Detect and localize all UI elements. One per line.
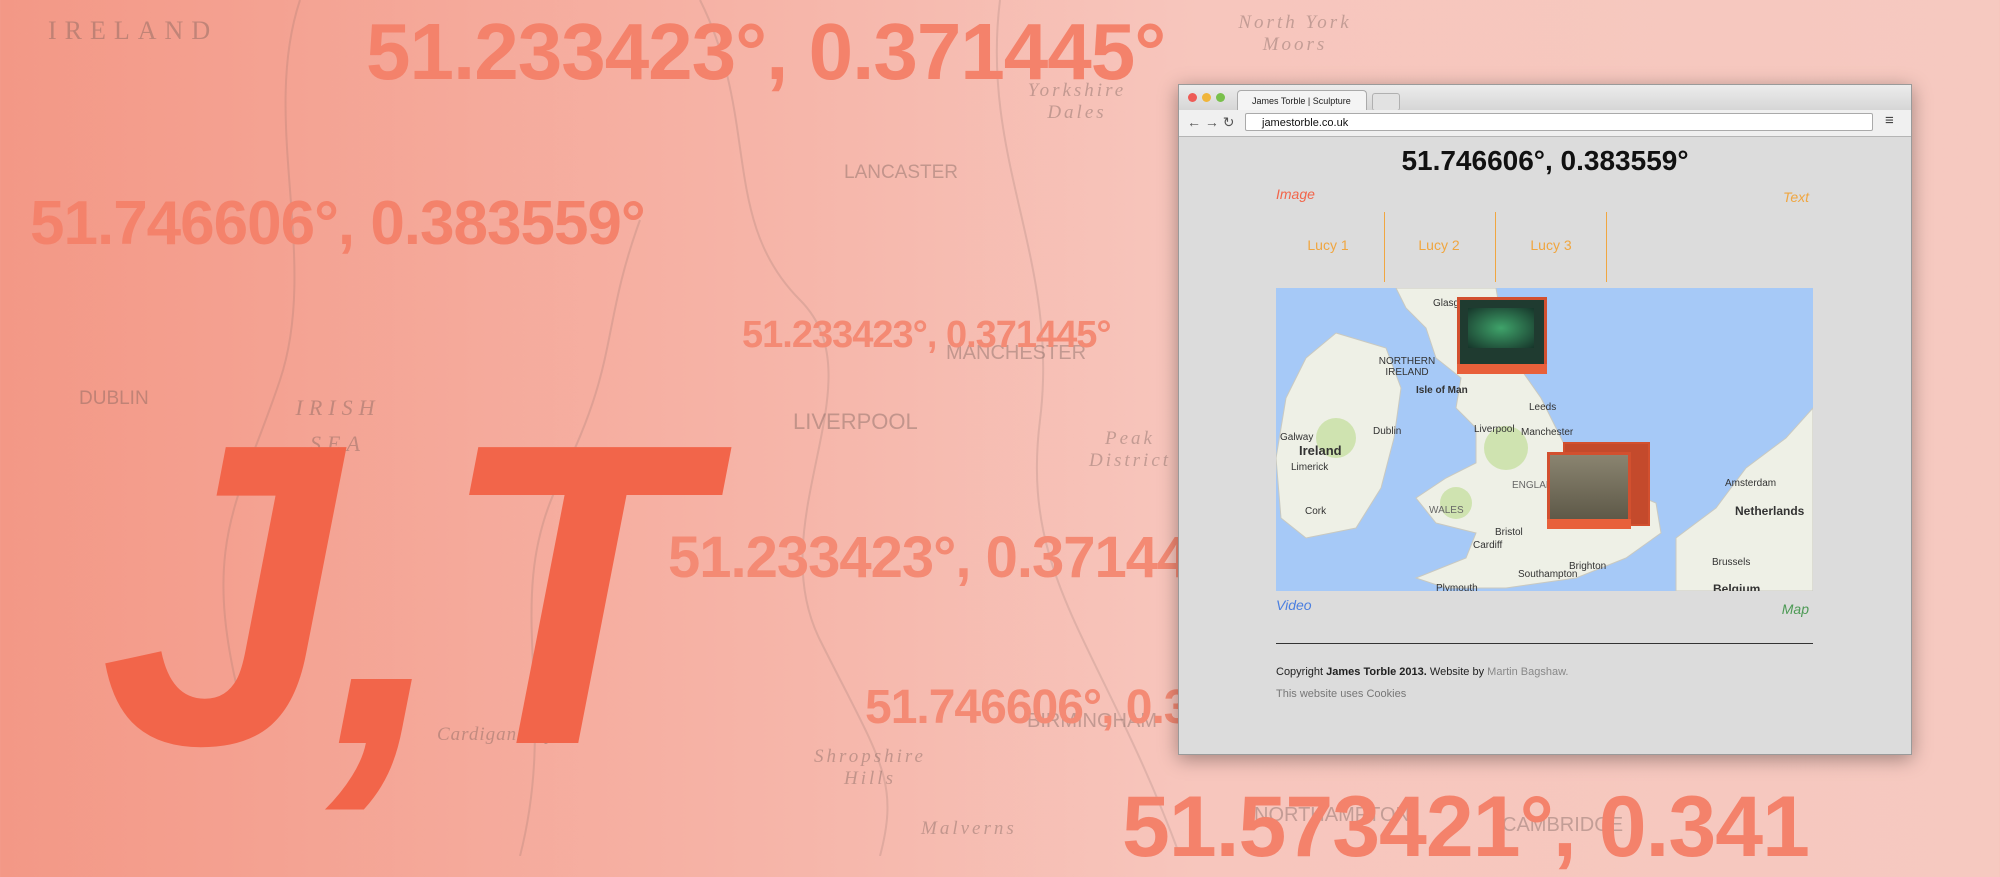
nav-link[interactable]: Lucy 2 bbox=[1418, 237, 1460, 253]
coordinate-text: 51.573421°, 0.341 bbox=[1122, 779, 1810, 875]
image-link[interactable]: Image bbox=[1276, 186, 1315, 202]
map-label: Yorkshire Dales bbox=[1027, 80, 1127, 123]
map-label: Cork bbox=[1305, 506, 1327, 517]
map-label: Ireland bbox=[1299, 443, 1342, 458]
nav-link[interactable]: Lucy 1 bbox=[1307, 237, 1349, 253]
map-link[interactable]: Map bbox=[1781, 601, 1809, 617]
map-label: Malverns bbox=[921, 818, 1017, 839]
map-label: Netherlands bbox=[1735, 504, 1805, 518]
credit-link[interactable]: Martin Bagshaw. bbox=[1487, 666, 1569, 678]
map-label: LANCASTER bbox=[844, 162, 959, 183]
map-marker[interactable] bbox=[1547, 452, 1631, 529]
copyright: Copyright James Torble 2013. Website by … bbox=[1276, 666, 1569, 678]
owner: James Torble 2013. bbox=[1326, 666, 1427, 678]
toolbar: ← → ↻ jamestorble.co.uk ≡ bbox=[1179, 110, 1911, 137]
map-label: North York Moors bbox=[1238, 12, 1352, 55]
text-link[interactable]: Text bbox=[1783, 189, 1809, 205]
logo: J,T bbox=[100, 355, 701, 835]
map-label: NORTHAMPTON bbox=[1254, 804, 1410, 826]
cookies-notice[interactable]: This website uses Cookies bbox=[1276, 688, 1407, 700]
map-label: Galway bbox=[1280, 432, 1314, 443]
new-tab[interactable] bbox=[1372, 93, 1400, 111]
video-link[interactable]: Video bbox=[1276, 597, 1312, 613]
divider bbox=[1276, 643, 1813, 644]
map-label: Brighton bbox=[1569, 561, 1607, 572]
zoom-button[interactable] bbox=[1216, 93, 1225, 102]
map-label: IRISH SEA bbox=[295, 395, 381, 456]
background-map bbox=[222, 0, 1181, 856]
minimize-button[interactable] bbox=[1202, 93, 1211, 102]
title-bar: James Torble | Sculpture bbox=[1179, 85, 1911, 111]
coordinate-text: 51.233423°, 0.371445° bbox=[366, 7, 1166, 96]
url-bar[interactable]: jamestorble.co.uk bbox=[1245, 113, 1873, 131]
map-label: Brussels bbox=[1712, 557, 1751, 568]
map-label: Isle of Man bbox=[1416, 385, 1468, 396]
map-label: Peak District bbox=[1088, 428, 1172, 471]
map-label: CAMBRIDGE bbox=[1502, 814, 1624, 836]
tab[interactable]: James Torble | Sculpture bbox=[1237, 90, 1367, 110]
map-label: Shropshire Hills bbox=[814, 746, 926, 789]
browser-window: James Torble | Sculpture ← → ↻ jamestorb… bbox=[1178, 84, 1912, 755]
nav-link[interactable]: Lucy 3 bbox=[1530, 237, 1572, 253]
nav-buttons[interactable]: ← → ↻ bbox=[1187, 114, 1235, 130]
map-label: Plymouth bbox=[1436, 583, 1478, 591]
coordinate-text: 51.746606°, 0.383559° bbox=[30, 189, 646, 258]
credit-label: Website by bbox=[1429, 666, 1485, 678]
map-marker[interactable] bbox=[1457, 297, 1547, 374]
marker-caption bbox=[1547, 519, 1631, 529]
marker-caption bbox=[1457, 364, 1547, 374]
map-label: Cardigan Bay bbox=[437, 724, 556, 745]
map-label: ENGLAND bbox=[1512, 480, 1561, 491]
map-label: Limerick bbox=[1291, 462, 1329, 473]
map-label: Manchester bbox=[1521, 427, 1574, 438]
menu-button[interactable]: ≡ bbox=[1885, 112, 1894, 129]
map-label: Dublin bbox=[1373, 426, 1402, 437]
page-heading: 51.746606°, 0.383559° bbox=[1401, 145, 1689, 176]
map-label: BIRMINGHAM bbox=[1027, 710, 1157, 732]
nav-separator bbox=[1606, 212, 1607, 282]
map-label: Amsterdam bbox=[1725, 478, 1777, 489]
map-label: NORTHERN IRELAND bbox=[1378, 356, 1436, 378]
map-label: DUBLIN bbox=[79, 388, 149, 409]
map[interactable]: Glasgow NORTHERN IRELAND Isle of Man Lee… bbox=[1276, 288, 1813, 591]
map-label: Leeds bbox=[1529, 402, 1557, 413]
map-label: IRELAND bbox=[48, 16, 219, 45]
map-label: Glasgow bbox=[1433, 298, 1472, 309]
nav-separator bbox=[1384, 212, 1385, 282]
map-label: Bristol bbox=[1495, 527, 1523, 538]
map-label: Liverpool bbox=[1474, 424, 1515, 435]
map-label: MANCHESTER bbox=[946, 342, 1087, 364]
map-label: Cardiff bbox=[1473, 540, 1503, 551]
close-button[interactable] bbox=[1188, 93, 1197, 102]
coordinate-text: 51.233423°, 0.371445° bbox=[742, 314, 1112, 356]
marker-image bbox=[1468, 308, 1534, 348]
map-label: Southampton bbox=[1518, 569, 1578, 580]
coordinate-text: 51.233423°, 0.371445° bbox=[668, 525, 1243, 590]
copyright-label: Copyright bbox=[1276, 666, 1324, 678]
nav-separator bbox=[1495, 212, 1496, 282]
map-label: LIVERPOOL bbox=[793, 409, 918, 434]
map-label: Belgium bbox=[1713, 582, 1761, 591]
map-label: WALES bbox=[1429, 505, 1464, 516]
